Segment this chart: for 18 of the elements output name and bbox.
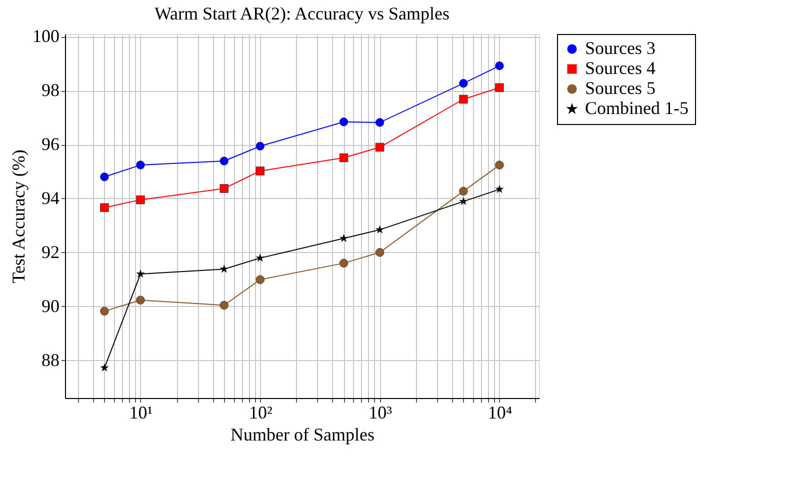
legend-label: Sources 4	[585, 58, 656, 78]
y-tick-label: 100	[32, 26, 60, 46]
y-tick-label: 98	[42, 80, 60, 100]
legend-label: Sources 5	[585, 78, 656, 98]
y-tick-label: 90	[42, 296, 60, 316]
y-tick-label: 96	[42, 134, 60, 154]
x-tick-label: 10³	[368, 402, 393, 422]
x-tick-label: 10⁴	[488, 402, 512, 422]
legend-label: Sources 3	[585, 38, 656, 58]
y-tick-label: 88	[42, 350, 60, 370]
y-axis-title: Test Accuracy (%)	[8, 150, 28, 284]
x-axis-title: Number of Samples	[230, 424, 374, 444]
y-tick-label: 92	[42, 242, 60, 262]
y-tick-label: 94	[42, 188, 60, 208]
legend-label: Combined 1-5	[585, 98, 688, 118]
chart-title: Warm Start AR(2): Accuracy vs Samples	[154, 4, 450, 24]
x-tick-label: 10²	[248, 402, 272, 422]
x-tick-label: 10¹	[129, 402, 153, 422]
